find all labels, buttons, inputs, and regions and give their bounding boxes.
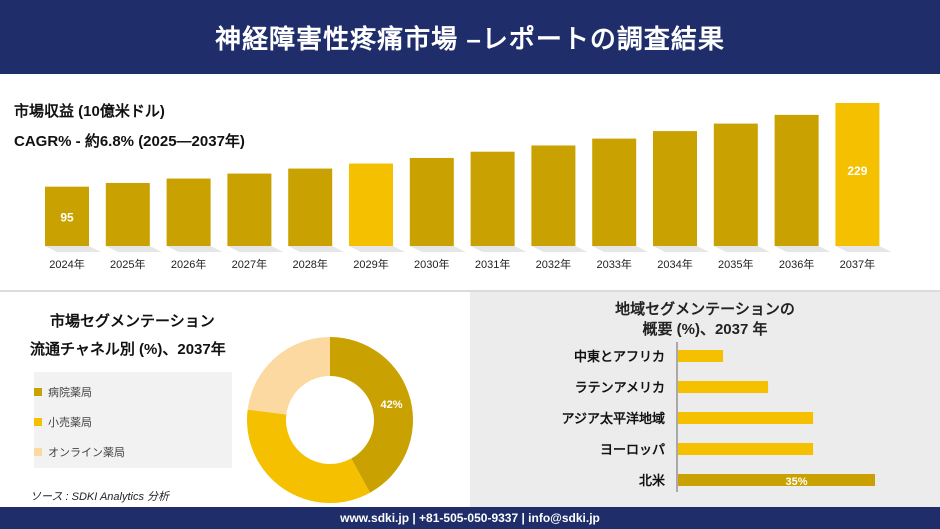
- x-tick-label: 2036年: [779, 257, 814, 271]
- section-divider: [0, 290, 940, 292]
- legend-label: 病院薬局: [48, 387, 92, 399]
- bar-shadow: [349, 246, 405, 252]
- bar-shadow: [470, 246, 527, 252]
- legend-box: [34, 372, 232, 468]
- legend-item-online: オンライン薬局: [34, 444, 125, 460]
- x-tick-label: 2034年: [657, 257, 692, 271]
- bar-shadow: [288, 246, 345, 252]
- header-banner: 神経障害性疼痛市場 –レポートの調査結果: [0, 0, 940, 74]
- bar-shadow: [713, 246, 770, 252]
- bar-shadow: [774, 246, 831, 252]
- revenue-bar: [105, 182, 150, 246]
- revenue-bar: [592, 138, 637, 246]
- cagr-label: CAGR% - 約6.8% (2025—2037年): [14, 133, 245, 150]
- donut-slice: [330, 337, 413, 493]
- bar-shadow: [166, 246, 223, 252]
- revenue-bar: [349, 163, 393, 246]
- bar-data-label: 95: [60, 210, 74, 224]
- bar-shadow: [409, 246, 466, 252]
- legend-label: 小売薬局: [48, 417, 92, 429]
- x-tick-label: 2028年: [292, 257, 327, 271]
- bar-shadow: [592, 246, 649, 252]
- bar-shadow: [45, 246, 101, 252]
- revenue-bar: [45, 186, 89, 246]
- revenue-bar: [166, 178, 211, 246]
- source-note: ソース : SDKI Analytics 分析: [30, 491, 170, 503]
- region-category-label: アジア太平洋地域: [562, 411, 665, 426]
- region-data-label: 35%: [785, 476, 807, 488]
- region-bar: [678, 412, 814, 424]
- region-category-label: 北米: [639, 473, 666, 488]
- segment-title: 市場セグメンテーション: [50, 313, 215, 330]
- revenue-bar-chart: 2024年 95 2025年 2026年 2027年 2028年 2029年 2030年 203…: [45, 103, 892, 271]
- revenue-bar: [713, 123, 758, 246]
- x-tick-label: 2026年: [171, 257, 206, 271]
- donut-slice: [247, 409, 370, 503]
- footer-bar: www.sdki.jp | +81-505-050-9337 | info@sd…: [0, 507, 940, 529]
- bar-shadow: [531, 246, 588, 252]
- x-tick-label: 2031年: [475, 257, 510, 271]
- region-category-label: ヨーロッパ: [600, 442, 665, 457]
- x-tick-label: 2024年: [49, 257, 84, 271]
- region-bar: [678, 474, 875, 486]
- donut-slice: [247, 337, 330, 415]
- revenue-bar: [774, 114, 819, 246]
- bar-data-label: 229: [847, 164, 867, 178]
- legend-swatch: [34, 448, 42, 456]
- revenue-bar: [409, 157, 454, 246]
- donut-data-label: 42%: [380, 399, 402, 411]
- region-bar: [678, 350, 724, 362]
- x-tick-label: 2035年: [718, 257, 753, 271]
- page-title: 神経障害性疼痛市場 –レポートの調査結果: [215, 23, 725, 54]
- revenue-label: 市場収益 (10億米ドル): [14, 103, 165, 120]
- segment-subtitle: 流通チャネル別 (%)、2037年: [30, 341, 226, 358]
- revenue-bar: [653, 131, 697, 246]
- region-title: 地域セグメンテーションの: [615, 301, 795, 318]
- region-category-label: 中東とアフリカ: [574, 349, 665, 364]
- region-subtitle: 概要 (%)、2037 年: [642, 321, 768, 338]
- x-tick-label: 2037年: [840, 257, 875, 271]
- region-panel: 中東とアフリカ ラテンアメリカアジア太平洋地域ヨーロッパ北米 35% 地域セグメンテ…: [470, 292, 940, 507]
- region-category-label: ラテンアメリカ: [575, 380, 665, 395]
- footer-contact: www.sdki.jp | +81-505-050-9337 | info@sd…: [340, 511, 600, 525]
- x-tick-label: 2030年: [414, 257, 449, 271]
- x-tick-label: 2027年: [232, 257, 267, 271]
- revenue-panel: 2024年 95 2025年 2026年 2027年 2028年 2029年 2030年 203…: [0, 74, 940, 290]
- legend-item-hospital: 病院薬局: [34, 384, 92, 400]
- revenue-bar: [470, 151, 515, 246]
- channel-donut-chart: 42%: [247, 337, 413, 503]
- bar-shadow: [105, 246, 162, 252]
- x-tick-label: 2025年: [110, 257, 145, 271]
- x-tick-label: 2029年: [353, 257, 388, 271]
- revenue-bar: [835, 103, 880, 246]
- revenue-bar: [227, 173, 272, 246]
- region-bar: [678, 381, 769, 393]
- bar-shadow: [227, 246, 284, 252]
- x-tick-label: 2033年: [596, 257, 631, 271]
- revenue-bar: [288, 168, 333, 246]
- revenue-bar: [531, 145, 576, 246]
- legend-swatch: [34, 388, 42, 396]
- legend-label: オンライン薬局: [48, 447, 125, 459]
- legend-swatch: [34, 418, 42, 426]
- bar-shadow: [653, 246, 709, 252]
- segment-panel: 市場セグメンテーション 流通チャネル別 (%)、2037年 病院薬局 小売薬局 …: [0, 292, 470, 507]
- bar-shadow: [835, 246, 892, 252]
- region-bar: [678, 443, 814, 455]
- x-tick-label: 2032年: [536, 257, 571, 271]
- legend-item-retail: 小売薬局: [34, 414, 92, 430]
